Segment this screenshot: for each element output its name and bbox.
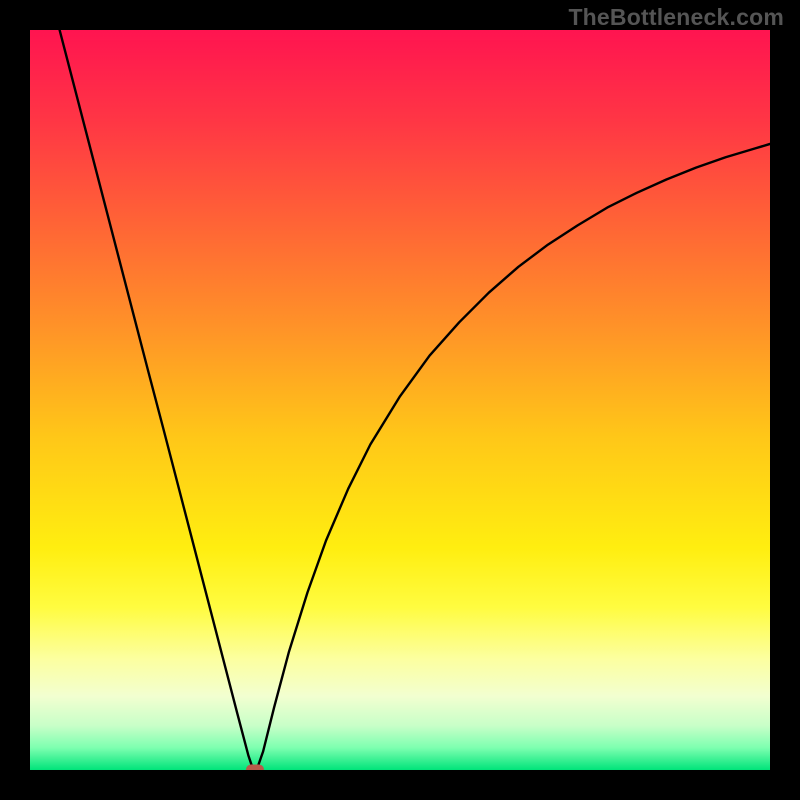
watermark-text: TheBottleneck.com bbox=[568, 4, 784, 31]
minimum-marker bbox=[246, 765, 264, 771]
bottleneck-curve bbox=[30, 30, 770, 770]
plot-area bbox=[30, 30, 770, 770]
curve-path bbox=[60, 30, 770, 770]
